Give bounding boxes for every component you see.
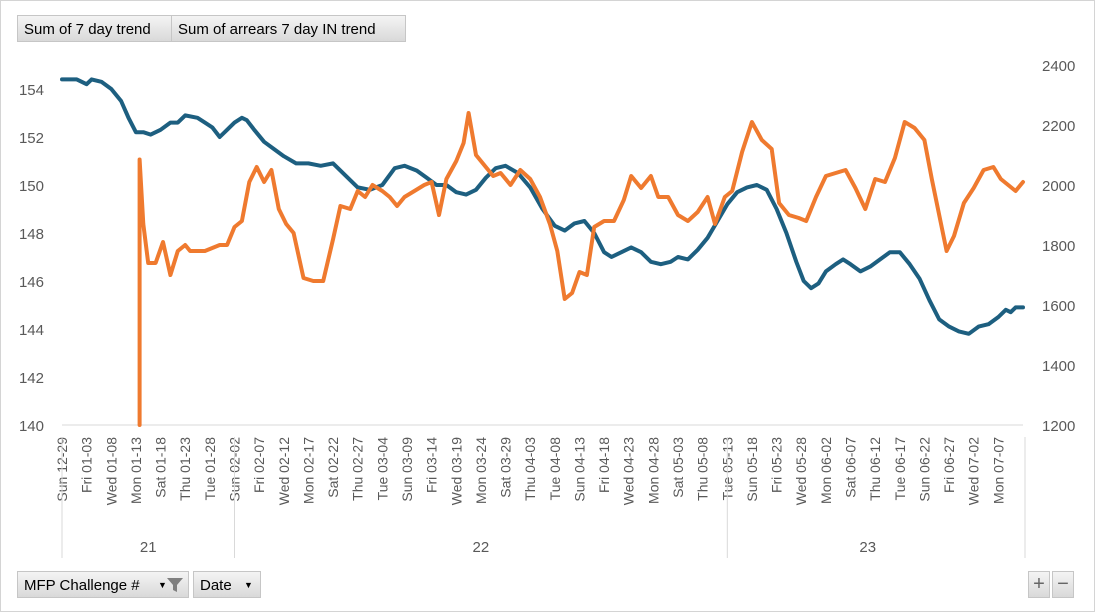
dropdown-arrow-icon: ▼ (244, 580, 253, 590)
x-axis-tick-label: Wed 07-02 (966, 437, 982, 505)
right-axis-tick-label: 1800 (1042, 238, 1075, 255)
left-axis-tick-label: 144 (19, 322, 44, 339)
left-axis-tick-label: 142 (19, 370, 44, 387)
x-axis-tick-label: Mon 06-02 (818, 437, 834, 504)
x-axis-tick-label: Tue 06-17 (892, 437, 908, 501)
x-axis-tick-label: Tue 04-08 (547, 437, 563, 501)
x-axis-tick-label: Wed 04-23 (621, 437, 637, 505)
x-axis-tick-label: Thu 02-27 (350, 437, 366, 501)
x-axis-tick-label: Fri 06-27 (941, 437, 957, 493)
zoom-out-button[interactable]: − (1052, 571, 1074, 598)
left-axis-tick-label: 154 (19, 82, 44, 99)
x-axis-tick-label: Wed 03-19 (448, 437, 464, 505)
x-axis-tick-label: Mon 03-24 (473, 437, 489, 504)
x-axis-tick-label: Wed 01-08 (103, 437, 119, 505)
x-axis-tick-label: Sun 04-13 (571, 437, 587, 502)
left-axis-tick-label: 140 (19, 418, 44, 435)
x-axis-tick-label: Wed 02-12 (276, 437, 292, 505)
legend-button-7-day-trend[interactable]: Sum of 7 day trend (17, 15, 172, 42)
dropdown-arrow-icon: ▼ (158, 580, 167, 590)
group-label: 23 (859, 539, 876, 556)
x-axis-tick-label: Tue 03-04 (374, 437, 390, 501)
left-axis-tick-label: 148 (19, 226, 44, 243)
right-axis-tick-label: 1600 (1042, 298, 1075, 315)
x-axis-tick-label: Tue 01-28 (202, 437, 218, 501)
x-axis-tick-label: Mon 02-17 (300, 437, 316, 504)
right-axis-tick-label: 1400 (1042, 358, 1075, 375)
left-axis-tick-label: 146 (19, 274, 44, 291)
x-axis-tick-label: Sun 06-22 (916, 437, 932, 502)
filter-button-mfp-challenge[interactable]: MFP Challenge # ▼ (17, 571, 189, 598)
x-axis-tick-label: Fri 04-18 (596, 437, 612, 493)
x-axis-tick-label: Thu 04-03 (522, 437, 538, 501)
series-line-7-day-trend (60, 77, 1025, 336)
x-axis-tick-label: Mon 01-13 (128, 437, 144, 504)
x-axis-tick-label: Thu 01-23 (177, 437, 193, 501)
right-axis-tick-label: 2000 (1042, 178, 1075, 195)
filter-button-date[interactable]: Date ▼ (193, 571, 261, 598)
x-axis-tick-label: Wed 05-28 (793, 437, 809, 505)
x-axis-tick-label: Sun 05-18 (744, 437, 760, 502)
x-axis-tick-label: Thu 06-12 (867, 437, 883, 501)
filter-funnel-icon (166, 576, 184, 594)
left-axis-tick-label: 150 (19, 178, 44, 195)
right-axis-tick-label: 2200 (1042, 118, 1075, 135)
zoom-in-button[interactable]: + (1028, 571, 1050, 598)
x-axis-tick-label: Fri 05-23 (769, 437, 785, 493)
legend-button-arrears-trend[interactable]: Sum of arrears 7 day IN trend (171, 15, 406, 42)
x-axis-tick-label: Fri 01-03 (79, 437, 95, 493)
x-axis-tick-label: Fri 03-14 (424, 437, 440, 493)
left-axis-tick-label: 152 (19, 130, 44, 147)
series-line-arrears-trend (137, 111, 1025, 427)
x-axis-tick-label: Sun 03-09 (399, 437, 415, 502)
filter-label: MFP Challenge # (24, 577, 140, 594)
x-axis-tick-label: Sat 06-07 (843, 437, 859, 498)
x-axis-tick-label: Mon 04-28 (645, 437, 661, 504)
x-axis-tick-label: Mon 07-07 (990, 437, 1006, 504)
x-axis-tick-label: Sat 02-22 (325, 437, 341, 498)
right-axis-tick-label: 1200 (1042, 418, 1075, 435)
group-label: 21 (140, 539, 157, 556)
x-axis-tick-label: Sat 05-03 (670, 437, 686, 498)
x-axis-tick-label: Sat 01-18 (153, 437, 169, 498)
x-axis-tick-label: Thu 05-08 (695, 437, 711, 501)
group-label: 22 (473, 539, 490, 556)
x-axis-tick-label: Sat 03-29 (498, 437, 514, 498)
filter-label: Date (200, 577, 232, 594)
x-axis-tick-label: Fri 02-07 (251, 437, 267, 493)
right-axis-tick-label: 2400 (1042, 58, 1075, 75)
